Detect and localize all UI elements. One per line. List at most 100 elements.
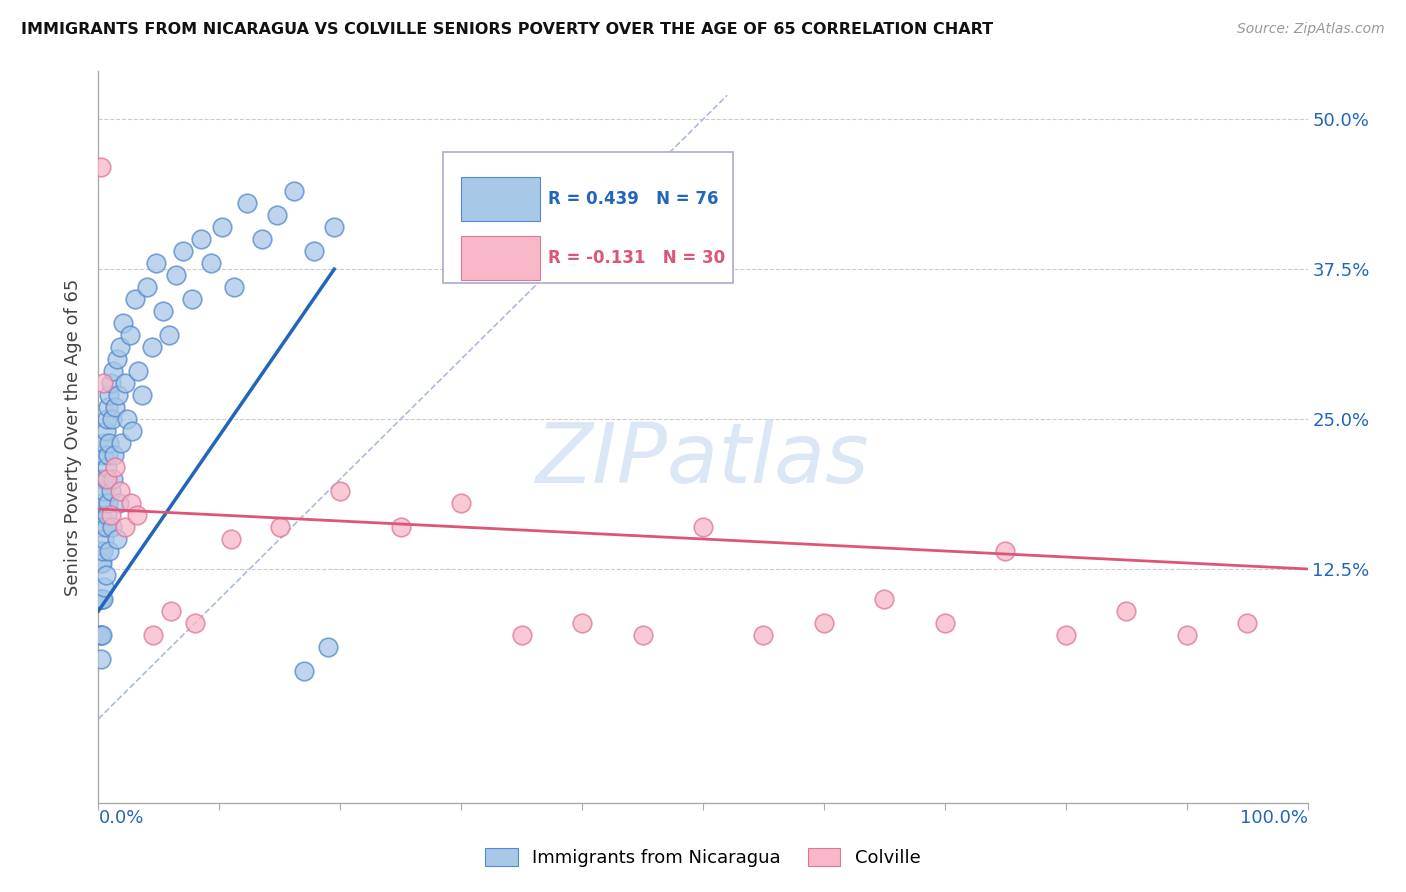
Point <box>157 328 180 343</box>
Point <box>127 508 149 522</box>
Point <box>118 328 141 343</box>
Point <box>105 352 128 367</box>
Point <box>104 460 127 475</box>
Point <box>100 483 122 498</box>
Point <box>222 280 245 294</box>
Point <box>103 448 125 462</box>
Point <box>91 448 114 462</box>
Text: R = 0.439   N = 76: R = 0.439 N = 76 <box>548 190 718 209</box>
Point <box>89 591 111 606</box>
Point <box>121 424 143 438</box>
Point <box>142 628 165 642</box>
Point <box>91 520 114 534</box>
Point <box>211 220 233 235</box>
Point <box>100 412 122 426</box>
Point <box>236 196 259 211</box>
Point <box>89 544 111 558</box>
Point <box>135 280 157 294</box>
Point <box>100 508 122 522</box>
Point <box>160 604 183 618</box>
Point <box>131 388 153 402</box>
Point <box>114 376 136 391</box>
Point <box>180 292 202 306</box>
Point <box>105 532 128 546</box>
Point <box>94 472 117 486</box>
Point <box>631 628 654 642</box>
Point <box>91 472 114 486</box>
Point <box>91 591 114 606</box>
Point <box>90 556 112 570</box>
Point <box>1175 628 1198 642</box>
Point <box>571 615 593 630</box>
Point <box>108 483 131 498</box>
Text: R = -0.131   N = 30: R = -0.131 N = 30 <box>548 249 725 267</box>
Point <box>124 292 146 306</box>
Point <box>91 591 114 606</box>
Point <box>107 388 129 402</box>
Point <box>90 161 112 175</box>
Point <box>389 520 412 534</box>
Point <box>250 232 273 246</box>
Point <box>127 364 149 378</box>
FancyBboxPatch shape <box>461 236 540 280</box>
Point <box>96 472 118 486</box>
Point <box>283 184 305 198</box>
Point <box>692 520 714 534</box>
Point <box>98 436 121 450</box>
Point <box>91 628 114 642</box>
Point <box>117 412 139 426</box>
Point <box>302 244 325 259</box>
Point <box>101 472 124 486</box>
Text: 100.0%: 100.0% <box>1240 809 1308 827</box>
Point <box>269 520 291 534</box>
Text: 0.0%: 0.0% <box>98 809 143 827</box>
Point <box>89 628 111 642</box>
Point <box>813 615 835 630</box>
Text: ZIPatlas: ZIPatlas <box>536 418 870 500</box>
Point <box>91 544 114 558</box>
Point <box>1115 604 1137 618</box>
Point <box>152 304 174 318</box>
Point <box>108 340 131 354</box>
Point <box>450 496 472 510</box>
Point <box>90 628 112 642</box>
Point <box>93 580 115 594</box>
Point <box>316 640 339 654</box>
Point <box>1054 628 1077 642</box>
Point <box>98 388 121 402</box>
Legend: Immigrants from Nicaragua, Colville: Immigrants from Nicaragua, Colville <box>478 840 928 874</box>
Point <box>91 496 114 510</box>
Point <box>98 544 121 558</box>
Point <box>96 508 118 522</box>
Point <box>934 615 956 630</box>
Point <box>90 508 112 522</box>
Point <box>90 652 112 666</box>
FancyBboxPatch shape <box>461 178 540 221</box>
Point <box>221 532 243 546</box>
Point <box>97 400 120 414</box>
Point <box>94 424 117 438</box>
Point <box>190 232 212 246</box>
Point <box>111 316 134 330</box>
Point <box>994 544 1017 558</box>
Point <box>108 496 131 510</box>
Point <box>90 591 112 606</box>
Point <box>101 364 124 378</box>
Point <box>100 376 122 391</box>
Point <box>91 556 114 570</box>
Y-axis label: Seniors Poverty Over the Age of 65: Seniors Poverty Over the Age of 65 <box>65 278 83 596</box>
Point <box>266 208 288 222</box>
Point <box>165 268 187 283</box>
Point <box>510 628 533 642</box>
Text: IMMIGRANTS FROM NICARAGUA VS COLVILLE SENIORS POVERTY OVER THE AGE OF 65 CORRELA: IMMIGRANTS FROM NICARAGUA VS COLVILLE SE… <box>21 22 993 37</box>
Point <box>120 496 142 510</box>
Point <box>141 340 163 354</box>
Point <box>97 496 120 510</box>
Point <box>110 436 132 450</box>
Point <box>114 520 136 534</box>
Point <box>94 520 117 534</box>
Point <box>91 376 114 391</box>
Point <box>172 244 194 259</box>
Point <box>97 448 120 462</box>
FancyBboxPatch shape <box>443 152 734 284</box>
